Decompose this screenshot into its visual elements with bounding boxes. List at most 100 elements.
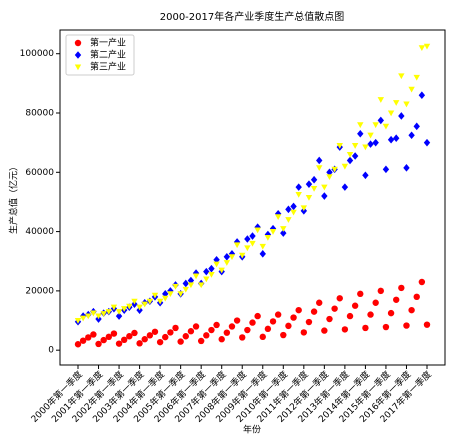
point xyxy=(321,327,328,334)
point xyxy=(249,232,256,240)
point xyxy=(290,209,297,216)
point xyxy=(74,341,82,348)
point xyxy=(85,334,92,341)
point xyxy=(218,267,225,274)
point xyxy=(413,293,420,301)
point xyxy=(280,229,287,237)
legend-marker xyxy=(74,51,82,59)
point xyxy=(162,290,169,298)
y-tick-label: 80000 xyxy=(25,109,54,119)
point xyxy=(172,324,179,332)
point xyxy=(208,264,215,273)
point xyxy=(413,74,420,81)
point xyxy=(423,138,431,147)
point xyxy=(90,331,97,338)
point xyxy=(310,175,318,184)
point xyxy=(203,267,210,276)
point xyxy=(280,226,287,232)
point xyxy=(182,333,189,340)
point xyxy=(239,334,246,341)
legend-marker xyxy=(74,39,82,47)
legend-label: 第二产业 xyxy=(90,49,126,61)
point xyxy=(305,180,313,188)
point xyxy=(316,165,323,172)
point xyxy=(295,191,302,198)
point xyxy=(90,310,97,317)
point xyxy=(398,112,405,120)
point xyxy=(331,305,338,312)
point xyxy=(357,122,364,129)
point xyxy=(187,328,195,335)
point xyxy=(382,165,390,174)
point xyxy=(244,245,251,252)
y-tick-label: 60000 xyxy=(25,168,54,178)
point xyxy=(336,143,343,149)
point xyxy=(305,194,313,201)
point xyxy=(387,309,395,317)
point xyxy=(351,302,359,309)
point xyxy=(372,299,379,306)
point xyxy=(310,308,318,315)
y-tick-label: 100000 xyxy=(20,49,55,59)
point xyxy=(162,333,169,341)
y-axis-label: 生产总值（亿元） xyxy=(8,162,20,234)
point xyxy=(182,279,189,288)
point xyxy=(331,166,338,173)
point xyxy=(372,138,379,147)
point xyxy=(203,332,210,339)
point xyxy=(393,100,400,106)
point xyxy=(357,290,364,298)
point xyxy=(316,299,323,306)
point xyxy=(341,183,349,191)
point xyxy=(413,122,420,131)
point xyxy=(259,243,266,250)
point xyxy=(269,229,277,235)
point xyxy=(403,164,410,172)
point xyxy=(192,323,200,330)
point xyxy=(423,321,431,328)
point xyxy=(398,284,405,292)
point xyxy=(403,101,410,108)
point xyxy=(316,156,323,165)
point xyxy=(280,331,287,339)
point xyxy=(382,123,390,130)
point xyxy=(362,144,369,151)
point xyxy=(141,301,148,308)
point xyxy=(346,151,354,158)
point xyxy=(151,328,159,335)
point xyxy=(372,122,379,129)
point xyxy=(264,325,272,333)
point xyxy=(110,304,118,311)
point xyxy=(156,338,164,346)
point xyxy=(367,311,374,318)
point xyxy=(141,336,148,343)
point xyxy=(167,291,174,298)
point xyxy=(100,336,107,344)
point xyxy=(310,186,318,192)
point xyxy=(131,329,138,337)
point xyxy=(244,235,251,243)
point xyxy=(208,326,215,334)
point xyxy=(403,322,410,329)
point xyxy=(398,73,405,80)
point xyxy=(110,330,118,337)
point xyxy=(418,278,426,286)
point xyxy=(346,156,354,165)
point xyxy=(249,319,256,326)
legend-label: 第三产业 xyxy=(90,61,126,73)
point xyxy=(146,298,154,305)
point xyxy=(274,311,282,318)
point xyxy=(233,317,241,324)
point xyxy=(295,183,302,191)
point xyxy=(192,273,200,280)
point xyxy=(408,86,415,93)
point xyxy=(131,298,138,305)
y-tick-label: 40000 xyxy=(25,227,54,237)
point xyxy=(228,323,236,330)
point xyxy=(156,298,164,305)
point xyxy=(136,340,143,347)
point xyxy=(197,337,205,345)
point xyxy=(285,322,292,330)
point xyxy=(393,296,400,303)
